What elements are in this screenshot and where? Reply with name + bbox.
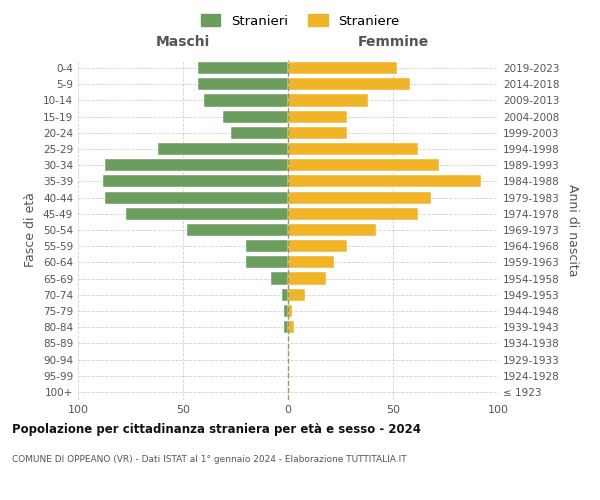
Bar xyxy=(103,176,288,188)
Bar xyxy=(288,94,368,106)
Bar xyxy=(288,224,376,236)
Text: COMUNE DI OPPEANO (VR) - Dati ISTAT al 1° gennaio 2024 - Elaborazione TUTTITALIA: COMUNE DI OPPEANO (VR) - Dati ISTAT al 1… xyxy=(12,455,407,464)
Bar xyxy=(288,305,292,317)
Bar xyxy=(288,272,326,284)
Bar xyxy=(105,192,288,203)
Bar xyxy=(288,176,481,188)
Bar xyxy=(246,256,288,268)
Bar xyxy=(284,321,288,333)
Bar xyxy=(288,208,418,220)
Bar xyxy=(246,240,288,252)
Bar xyxy=(105,159,288,172)
Bar xyxy=(288,143,418,155)
Bar xyxy=(288,256,334,268)
Bar xyxy=(284,305,288,317)
Text: Popolazione per cittadinanza straniera per età e sesso - 2024: Popolazione per cittadinanza straniera p… xyxy=(12,422,421,436)
Bar xyxy=(198,62,288,74)
Bar xyxy=(288,240,347,252)
Bar xyxy=(223,110,288,122)
Bar xyxy=(288,321,295,333)
Bar xyxy=(288,288,305,301)
Bar xyxy=(288,127,347,139)
Bar xyxy=(158,143,288,155)
Y-axis label: Fasce di età: Fasce di età xyxy=(25,192,37,268)
Text: Maschi: Maschi xyxy=(156,34,210,48)
Bar xyxy=(282,288,288,301)
Bar xyxy=(288,62,397,74)
Legend: Stranieri, Straniere: Stranieri, Straniere xyxy=(196,9,404,33)
Bar xyxy=(198,78,288,90)
Bar xyxy=(126,208,288,220)
Text: Femmine: Femmine xyxy=(358,34,428,48)
Bar xyxy=(288,192,431,203)
Bar xyxy=(232,127,288,139)
Bar xyxy=(187,224,288,236)
Y-axis label: Anni di nascita: Anni di nascita xyxy=(566,184,579,276)
Bar xyxy=(288,110,347,122)
Bar xyxy=(288,159,439,172)
Bar xyxy=(204,94,288,106)
Bar xyxy=(271,272,288,284)
Bar xyxy=(288,78,410,90)
